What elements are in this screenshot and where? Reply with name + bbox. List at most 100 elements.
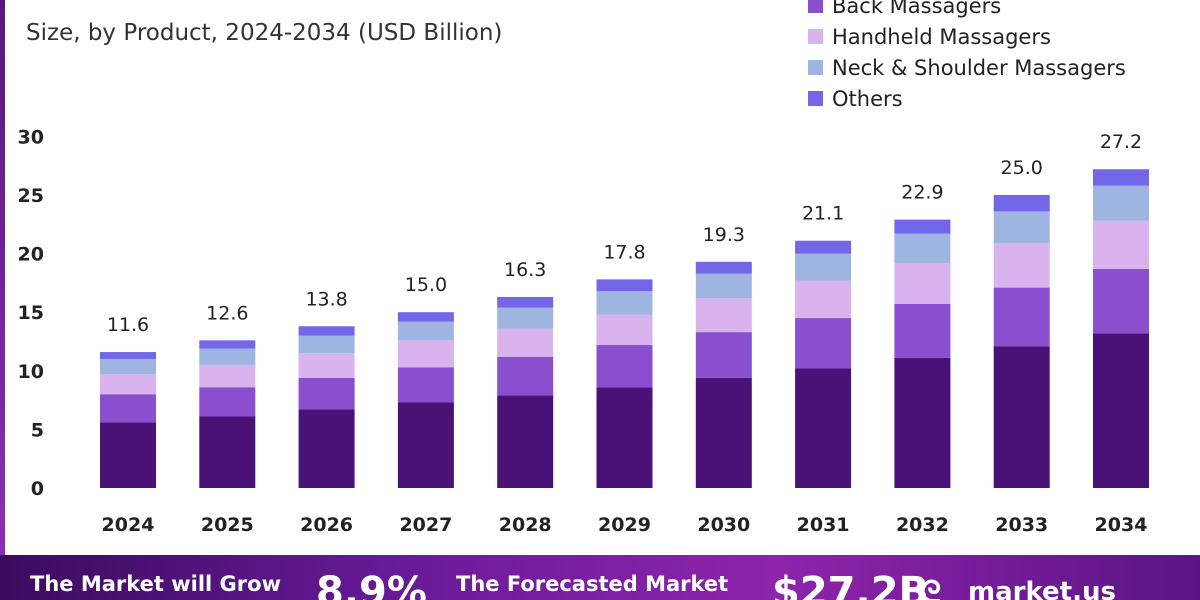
bar-segment — [1093, 333, 1149, 488]
bar-segment — [795, 318, 852, 369]
y-tick-label: 10 — [18, 361, 44, 383]
bar-segment — [298, 409, 355, 488]
bar-segment — [993, 346, 1050, 488]
bar-segment — [795, 280, 852, 319]
y-tick-label: 5 — [31, 419, 44, 441]
bar-segment — [497, 296, 554, 308]
banner-grow-text: The Market will Grow — [30, 572, 281, 596]
bar-segment — [695, 273, 752, 299]
bar-total-label: 22.9 — [901, 182, 943, 204]
x-tick-label: 2029 — [598, 514, 651, 536]
x-tick-label: 2027 — [399, 514, 452, 536]
bar-segment — [695, 377, 752, 488]
bar-segment — [497, 356, 554, 396]
chart-subtitle: Size, by Product, 2024-2034 (USD Billion… — [26, 20, 503, 46]
legend-item-neck-shoulder-massagers: Neck & Shoulder Massagers — [808, 52, 1126, 83]
legend-label: Handheld Massagers — [832, 24, 1051, 49]
bar-segment — [100, 422, 156, 488]
legend-item-others: Others — [808, 83, 1126, 114]
bar-segment — [100, 374, 156, 395]
left-accent-bar — [0, 0, 5, 555]
bar-segment — [100, 359, 156, 375]
top-edge — [0, 0, 1200, 4]
x-tick-label: 2032 — [896, 514, 949, 536]
banner-cagr-value: 8.9% — [316, 569, 427, 600]
bar-segment — [298, 377, 355, 410]
bar-segment — [795, 253, 852, 281]
bar-segment — [894, 233, 951, 263]
footer-banner: The Market will Grow 8.9% The Forecasted… — [0, 555, 1200, 600]
bar-segment — [199, 340, 256, 349]
bar-segment — [695, 332, 752, 378]
bar-total-label: 17.8 — [603, 241, 645, 263]
y-tick-label: 25 — [18, 185, 44, 207]
bar-segment — [1093, 185, 1149, 221]
bar-segment — [695, 298, 752, 333]
bar-segment — [993, 243, 1050, 288]
bar-segment — [298, 335, 355, 354]
bar-segment — [596, 314, 653, 346]
x-tick-label: 2028 — [499, 514, 552, 536]
bar-total-label: 15.0 — [405, 274, 447, 296]
legend-label: Neck & Shoulder Massagers — [832, 55, 1126, 80]
x-tick-label: 2025 — [201, 514, 254, 536]
y-tick-label: 30 — [18, 126, 44, 148]
bar-segment — [397, 367, 454, 403]
y-tick-label: 20 — [18, 244, 44, 266]
bar-segment — [397, 312, 454, 322]
stacked-bar-chart: 05101520253011.6202412.6202513.8202615.0… — [18, 126, 1149, 536]
brand-logo-icon: ᘓ — [920, 575, 942, 600]
bar-segment — [1093, 268, 1149, 334]
legend-item-back-massagers: Back Massagers — [808, 0, 1126, 21]
bar-segment — [397, 321, 454, 341]
bar-total-label: 19.3 — [703, 224, 745, 246]
bar-segment — [1093, 220, 1149, 269]
brand-name: market.us — [968, 577, 1116, 600]
bar-segment — [199, 416, 256, 488]
chart-legend: Back Massagers Handheld Massagers Neck &… — [808, 0, 1126, 114]
bar-segment — [100, 394, 156, 423]
bar-segment — [695, 261, 752, 274]
bar-segment — [993, 287, 1050, 347]
bar-segment — [596, 345, 653, 388]
banner-forecast-text: The Forecasted Market — [456, 572, 729, 596]
bar-total-label: 27.2 — [1100, 131, 1142, 153]
bar-segment — [596, 279, 653, 292]
bar-segment — [199, 387, 256, 417]
x-tick-label: 2024 — [102, 514, 155, 536]
bar-total-label: 16.3 — [504, 259, 546, 281]
y-tick-label: 15 — [18, 302, 44, 324]
bar-segment — [298, 326, 355, 336]
bar-segment — [497, 328, 554, 357]
legend-swatch — [808, 0, 823, 13]
legend-swatch — [808, 60, 823, 75]
bar-total-label: 12.6 — [206, 302, 248, 324]
legend-label: Others — [832, 86, 903, 111]
y-tick-label: 0 — [31, 478, 44, 500]
x-tick-label: 2026 — [300, 514, 353, 536]
legend-label: Back Massagers — [832, 0, 1002, 18]
x-tick-label: 2034 — [1095, 514, 1148, 536]
legend-swatch — [808, 29, 823, 44]
bar-segment — [894, 357, 951, 488]
bar-segment — [795, 368, 852, 488]
bar-total-label: 13.8 — [305, 288, 347, 310]
banner-market-value: $27.2B — [772, 569, 930, 600]
bar-segment — [497, 307, 554, 329]
legend-item-handheld-massagers: Handheld Massagers — [808, 21, 1126, 52]
bar-segment — [894, 262, 951, 304]
bar-segment — [199, 364, 256, 388]
bar-segment — [397, 340, 454, 368]
bar-segment — [298, 353, 355, 378]
bar-segment — [199, 348, 256, 365]
x-tick-label: 2030 — [697, 514, 750, 536]
bar-segment — [596, 291, 653, 315]
bar-segment — [894, 219, 951, 234]
bar-segment — [993, 211, 1050, 244]
bar-segment — [1093, 169, 1149, 186]
bar-segment — [596, 387, 653, 488]
bar-segment — [100, 352, 156, 360]
bar-segment — [497, 395, 554, 488]
bar-segment — [397, 402, 454, 488]
bar-total-label: 21.1 — [802, 203, 844, 225]
